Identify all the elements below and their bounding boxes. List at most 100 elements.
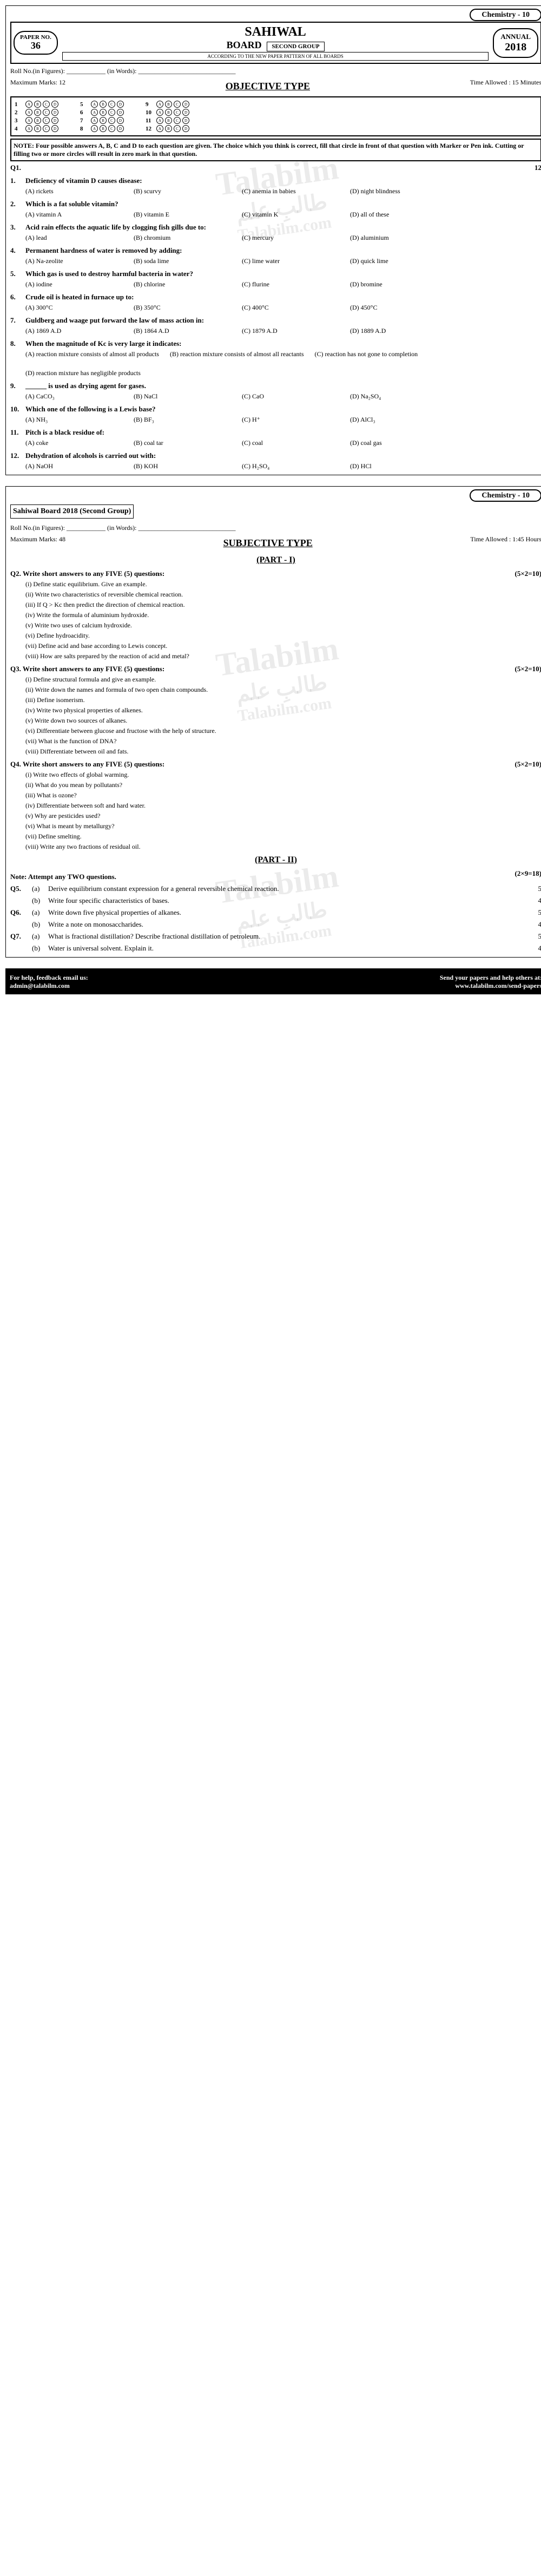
answer-bubble[interactable]: A [156,101,163,108]
mcq-question: 2.Which is a fat soluble vitamin?(A) vit… [10,200,541,219]
answer-bubble[interactable]: A [156,109,163,116]
answer-bubble[interactable]: D [182,109,189,116]
answer-bubble[interactable]: B [165,109,172,116]
answer-bubble[interactable]: D [182,117,189,124]
answer-bubble[interactable]: C [108,117,115,124]
objective-page: Talabilm طالبِ علم Talabilm.com Chemistr… [5,5,541,475]
answer-bubble[interactable]: D [182,125,189,132]
answer-bubble[interactable]: D [117,125,124,132]
answer-bubble[interactable]: C [108,125,115,132]
mcq-option: (A) NaOH [25,462,123,470]
mcq-option: (A) 300°C [25,304,123,312]
answer-bubble[interactable]: A [91,101,98,108]
answer-bubble[interactable]: B [165,125,172,132]
answer-bubble[interactable]: B [100,101,107,108]
short-q-item: (iv) Write the formula of aluminium hydr… [25,611,541,619]
mcq-option: (B) 1864 A.D [134,327,231,335]
annual-badge: ANNUAL 2018 [493,28,538,58]
answer-bubble[interactable]: A [156,117,163,124]
answer-bubble[interactable]: A [25,101,32,108]
short-q-item: (v) Write down two sources of alkanes. [25,717,541,725]
answer-bubble[interactable]: D [51,117,58,124]
answer-bubble[interactable]: D [51,109,58,116]
marks-time-row: Maximum Marks: 12 OBJECTIVE TYPE Time Al… [10,78,541,94]
answer-bubble[interactable]: B [100,117,107,124]
long-q-row: Q6.(a)Write down five physical propertie… [10,908,541,917]
answer-bubble[interactable]: B [165,101,172,108]
answer-bubble[interactable]: D [117,117,124,124]
mcq-option: (A) Na-zeolite [25,257,123,265]
answer-bubble[interactable]: C [174,125,181,132]
mcq-option: (D) Na₂SO₄ [350,392,447,401]
mcq-option: (D) night blindness [350,187,447,195]
answer-bubble[interactable]: A [25,117,32,124]
answer-bubble[interactable]: B [34,117,41,124]
answer-bubble[interactable]: B [34,101,41,108]
mcq-option: (B) NaCl [134,392,231,401]
bubble-row: 5ABCD [80,101,124,108]
bubble-row: 1ABCD [15,101,58,108]
answer-bubble[interactable]: C [43,117,50,124]
answer-bubble[interactable]: D [117,101,124,108]
bubble-row: 9ABCD [146,101,189,108]
subject-tab: Chemistry - 10 [10,10,541,19]
q1-header: Q1.12 [10,163,541,172]
answer-bubble[interactable]: B [165,117,172,124]
mcq-option: (A) NH₃ [25,416,123,424]
paper-no-badge: PAPER NO. 36 [14,31,58,55]
answer-bubble[interactable]: C [174,101,181,108]
short-q-item: (iv) Write two physical properties of al… [25,706,541,715]
mcq-option: (B) 350°C [134,304,231,312]
answer-bubble[interactable]: D [182,101,189,108]
mcq-option: (C) H⁺ [242,416,339,424]
answer-bubble[interactable]: A [91,117,98,124]
mcq-option: (A) lead [25,234,123,242]
answer-bubble[interactable]: B [100,109,107,116]
answer-bubble[interactable]: C [174,109,181,116]
mcq-option: (A) 1869 A.D [25,327,123,335]
answer-bubble[interactable]: A [91,109,98,116]
short-q-item: (viii) Differentiate between oil and fat… [25,748,541,756]
answer-bubble[interactable]: D [51,125,58,132]
answer-bubble[interactable]: A [156,125,163,132]
subjective-page: Talabilm طالبِ علم Talabilm.com Talabilm… [5,486,541,958]
bubble-row: 10ABCD [146,109,189,116]
answer-bubble[interactable]: A [25,109,32,116]
answer-bubble[interactable]: A [91,125,98,132]
short-q-header: Q3. Write short answers to any FIVE (5) … [10,665,541,673]
mcq-option: (D) HCl [350,462,447,470]
mcq-option: (D) quick lime [350,257,447,265]
answer-bubble[interactable]: C [43,125,50,132]
long-q-row: (b)Write four specific characteristics o… [10,896,541,905]
answer-bubble[interactable]: D [117,109,124,116]
roll-no-line: Roll No.(in Figures): ____________ (in W… [10,524,541,532]
answer-bubble[interactable]: B [34,109,41,116]
answer-bubble[interactable]: C [108,101,115,108]
part2-note-row: Note: Attempt any TWO questions. (2×9=18… [10,869,541,881]
short-q-item: (i) Define static equilibrium. Give an e… [25,580,541,588]
answer-bubble[interactable]: D [51,101,58,108]
page-footer: For help, feedback email us: admin@talab… [5,968,541,994]
short-q-item: (v) Why are pesticides used? [25,812,541,820]
answer-bubble[interactable]: C [43,109,50,116]
mcq-option: (D) AlCl₃ [350,416,447,424]
answer-bubble[interactable]: B [100,125,107,132]
mcq-option: (D) aluminium [350,234,447,242]
mcq-option: (D) reaction mixture has negligible prod… [25,369,141,377]
short-q-item: (vii) Define acid and base according to … [25,642,541,650]
bubble-row: 12ABCD [146,125,189,132]
short-q-item: (vi) What is meant by metallurgy? [25,822,541,830]
answer-bubble[interactable]: B [34,125,41,132]
answer-bubble[interactable]: A [25,125,32,132]
mcq-option: (B) vitamin E [134,211,231,219]
answer-bubble[interactable]: C [174,117,181,124]
short-q-item: (viii) Write any two fractions of residu… [25,843,541,851]
bubble-row: 8ABCD [80,125,124,132]
mcq-list: 1.Deficiency of vitamin D causes disease… [10,176,541,470]
mcq-option: (A) reaction mixture consists of almost … [25,350,159,358]
mcq-option: (A) CaCO₃ [25,392,123,401]
mcq-option: (C) anemia in babies [242,187,339,195]
answer-bubble[interactable]: C [43,101,50,108]
mcq-option: (D) 450°C [350,304,447,312]
answer-bubble[interactable]: C [108,109,115,116]
